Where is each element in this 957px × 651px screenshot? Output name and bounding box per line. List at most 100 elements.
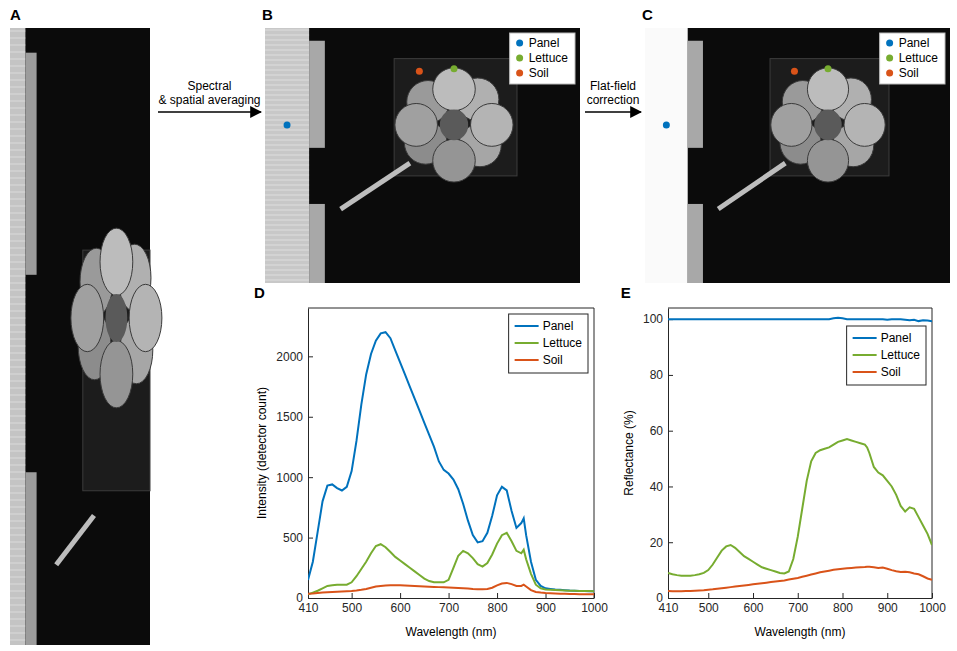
plot-frame (932, 308, 933, 598)
leaf (71, 284, 104, 351)
panel-stripe (10, 52, 25, 53)
panel-stripe (265, 210, 309, 211)
panel-stripe (10, 472, 25, 473)
legend-swatch (853, 337, 877, 339)
leaf (395, 103, 438, 146)
reference-panel (645, 28, 688, 283)
sample-point (663, 121, 670, 128)
tick-label: 700 (788, 601, 808, 615)
tick-mark (753, 593, 754, 598)
image-background (265, 28, 580, 283)
plot-frame (594, 308, 595, 598)
x-tick: 800 (833, 593, 853, 615)
y-tick: 2000 (276, 350, 313, 364)
plate (688, 41, 703, 148)
arrow-label: Flat-field (590, 79, 636, 93)
panel-stripe (265, 145, 309, 146)
panel-stripe (265, 80, 309, 81)
panel-stripe (10, 563, 25, 564)
panel-stripe (265, 270, 309, 271)
reference-panel (265, 28, 309, 283)
panel-stripe (10, 318, 25, 319)
panel-stripe (265, 230, 309, 231)
panel-stripe (10, 227, 25, 228)
panel-stripe (10, 584, 25, 585)
panel-stripe (265, 90, 309, 91)
plot-area (668, 318, 932, 592)
tick-mark (668, 486, 673, 487)
tick-label: 100 (643, 312, 663, 326)
legend-label: Lettuce (899, 51, 939, 65)
x-tick: 500 (699, 593, 719, 615)
panel-stripe (10, 171, 25, 172)
legend-label: Panel (899, 36, 930, 50)
panel-stripe (265, 105, 309, 106)
panel-stripe (265, 215, 309, 216)
panel-stripe (265, 150, 309, 151)
panel-stripe (265, 115, 309, 116)
panel-stripe (10, 381, 25, 382)
tick-label: 900 (878, 601, 898, 615)
tick-label: 800 (833, 601, 853, 615)
x-tick: 800 (488, 593, 508, 615)
panel-stripe (265, 275, 309, 276)
panel-stripe (265, 50, 309, 51)
legend-label: Lettuce (543, 336, 583, 350)
tick-mark (352, 593, 353, 598)
panel-letter: D (254, 284, 265, 301)
panel-stripe (265, 165, 309, 166)
panel-stripe (10, 31, 25, 32)
panel-stripe (265, 120, 309, 121)
panel-stripe (10, 619, 25, 620)
panel-stripe (10, 157, 25, 158)
legend: PanelLettuceSoil (847, 326, 926, 385)
legend-swatch (886, 70, 893, 77)
legend-label: Lettuce (529, 51, 569, 65)
x-axis-title: Wavelength (nm) (755, 625, 846, 639)
panel-letter: C (642, 6, 653, 23)
panel-stripe (10, 185, 25, 186)
panel-stripe (10, 311, 25, 312)
x-tick: 700 (788, 593, 808, 615)
legend-swatch (515, 325, 539, 327)
tick-label: 500 (283, 531, 303, 545)
panel-stripe (10, 633, 25, 634)
leaf-center (105, 294, 127, 342)
panel-stripe (10, 332, 25, 333)
leaf (129, 284, 162, 351)
panel-stripe (10, 605, 25, 606)
panel-stripe (265, 100, 309, 101)
tick-mark (449, 593, 450, 598)
y-axis: 020406080100 (643, 309, 673, 606)
panel-stripe (10, 493, 25, 494)
leaf (771, 103, 812, 146)
panel-stripe (10, 248, 25, 249)
sample-point (416, 68, 423, 75)
leaf (433, 139, 476, 182)
tick-mark (843, 593, 844, 598)
tick-label: 2000 (276, 350, 303, 364)
sample-point (284, 121, 291, 128)
panel-stripe (10, 178, 25, 179)
tick-label: 0 (296, 591, 303, 605)
panel-stripe (10, 45, 25, 46)
panel-stripe (265, 30, 309, 31)
panel-stripe (10, 241, 25, 242)
panel-stripe (265, 245, 309, 246)
tick-label: 600 (391, 601, 411, 615)
arrow-label: correction (587, 93, 640, 107)
sample-point (825, 65, 832, 72)
panel-stripe (10, 59, 25, 60)
legend-label: Panel (529, 36, 560, 50)
panel-stripe (10, 304, 25, 305)
panel-stripe (265, 170, 309, 171)
tick-label: 900 (536, 601, 556, 615)
tick-mark (932, 593, 933, 598)
leaf (844, 103, 885, 146)
panel-stripe (10, 528, 25, 529)
tick-mark (668, 375, 673, 376)
panel-stripe (10, 535, 25, 536)
panel-stripe (265, 185, 309, 186)
legend-label: Panel (543, 319, 574, 333)
legend: PanelLettuceSoil (510, 33, 575, 84)
